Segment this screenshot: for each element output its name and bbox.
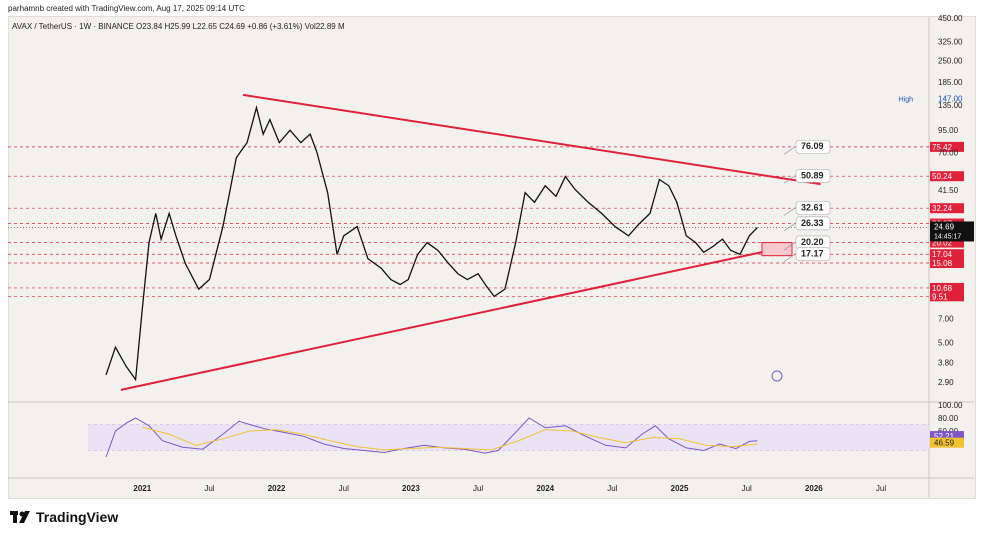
flash-icon bbox=[771, 370, 783, 382]
callout-label: 26.33 bbox=[801, 218, 824, 228]
callout-box bbox=[795, 139, 831, 154]
tradingview-logo-icon bbox=[10, 511, 30, 523]
rsi-band bbox=[88, 424, 929, 451]
y-tick-label: 2.90 bbox=[938, 378, 954, 387]
y-tick-label: 7.00 bbox=[938, 314, 954, 323]
support-zone bbox=[761, 242, 793, 257]
x-tick-label: 2022 bbox=[268, 484, 286, 493]
y-tick-label: 450.00 bbox=[938, 14, 963, 23]
callout-label: 20.20 bbox=[801, 237, 824, 247]
rsi-ma-line bbox=[142, 426, 758, 451]
price-line bbox=[105, 105, 758, 382]
level-label-box bbox=[930, 282, 964, 293]
x-tick-label: Jul bbox=[473, 484, 483, 493]
x-tick-label: 2021 bbox=[133, 484, 151, 493]
y-tick-label: 250.00 bbox=[938, 56, 963, 65]
countdown-label: 14:45:17 bbox=[934, 233, 961, 240]
x-tick-label: Jul bbox=[742, 484, 752, 493]
credit-line: parhamnb created with TradingView.com, A… bbox=[8, 4, 245, 13]
y-tick-label: 3.80 bbox=[938, 358, 954, 367]
callout-box bbox=[795, 168, 831, 183]
x-tick-label: 2025 bbox=[671, 484, 689, 493]
rsi-value-box bbox=[930, 431, 964, 442]
y-tick-label: 5.00 bbox=[938, 339, 954, 348]
callout-pointer bbox=[783, 253, 797, 262]
rsi-value-label: 52.21 bbox=[934, 432, 955, 441]
rsi-ma-value-label: 46.59 bbox=[934, 439, 955, 448]
x-tick-label: 2024 bbox=[536, 484, 554, 493]
symbol-line: AVAX / TetherUS · 1W · BINANCE O23.84 H2… bbox=[12, 22, 345, 31]
level-label-box bbox=[930, 171, 964, 182]
tradingview-brand: TradingView bbox=[36, 509, 119, 525]
x-tick-label: Jul bbox=[339, 484, 349, 493]
level-label-box bbox=[930, 249, 964, 260]
y-tick-label: 135.00 bbox=[938, 101, 963, 110]
rsi-tick-label: 100.00 bbox=[938, 401, 963, 410]
callout-pointer bbox=[783, 241, 797, 251]
callout-label: 32.61 bbox=[801, 202, 824, 212]
x-tick-label: Jul bbox=[204, 484, 214, 493]
level-label: 20.02 bbox=[932, 239, 953, 248]
rsi-line bbox=[105, 417, 758, 458]
level-label: 15.08 bbox=[932, 259, 953, 268]
x-tick-label: 2023 bbox=[402, 484, 420, 493]
callout-box bbox=[795, 247, 831, 261]
level-label-box bbox=[930, 237, 964, 248]
level-label: 9.51 bbox=[932, 292, 948, 301]
level-label: 50.24 bbox=[932, 172, 953, 181]
y-tick-label: 325.00 bbox=[938, 37, 963, 46]
high-marker-label: High bbox=[899, 97, 914, 104]
callout-pointer bbox=[783, 175, 797, 184]
level-label-box bbox=[930, 141, 964, 152]
level-label: 10.68 bbox=[932, 284, 953, 293]
level-label: 17.04 bbox=[932, 250, 953, 259]
callout-pointer bbox=[783, 145, 797, 155]
x-tick-label: Jul bbox=[876, 484, 886, 493]
callout-label: 50.89 bbox=[801, 170, 824, 180]
x-tick-label: Jul bbox=[607, 484, 617, 493]
y-tick-label: 95.00 bbox=[938, 126, 959, 135]
level-label: 32.24 bbox=[932, 204, 953, 213]
level-label-box bbox=[930, 291, 964, 302]
y-tick-label: 185.00 bbox=[938, 78, 963, 87]
level-label-box bbox=[930, 203, 964, 214]
callout-box bbox=[795, 216, 831, 231]
x-tick-label: 2026 bbox=[805, 484, 823, 493]
level-label-box bbox=[930, 258, 964, 269]
high-marker-value: 147.00 bbox=[938, 95, 963, 104]
rsi-tick-label: 80.00 bbox=[938, 414, 959, 423]
current-price-box bbox=[930, 221, 974, 242]
callout-box bbox=[795, 201, 831, 215]
y-tick-label: 41.50 bbox=[938, 186, 959, 195]
upper-trendline bbox=[242, 93, 821, 186]
current-price-label: 24.69 bbox=[934, 222, 955, 231]
callout-label: 76.09 bbox=[801, 141, 824, 151]
lower-trendline bbox=[120, 248, 777, 391]
callout-label: 17.17 bbox=[801, 249, 824, 259]
y-tick-label: 70.00 bbox=[938, 148, 959, 157]
rsi-ma-value-box bbox=[930, 437, 964, 448]
callout-pointer bbox=[783, 207, 797, 216]
level-label: 75.42 bbox=[932, 143, 953, 152]
callout-pointer bbox=[783, 222, 797, 232]
